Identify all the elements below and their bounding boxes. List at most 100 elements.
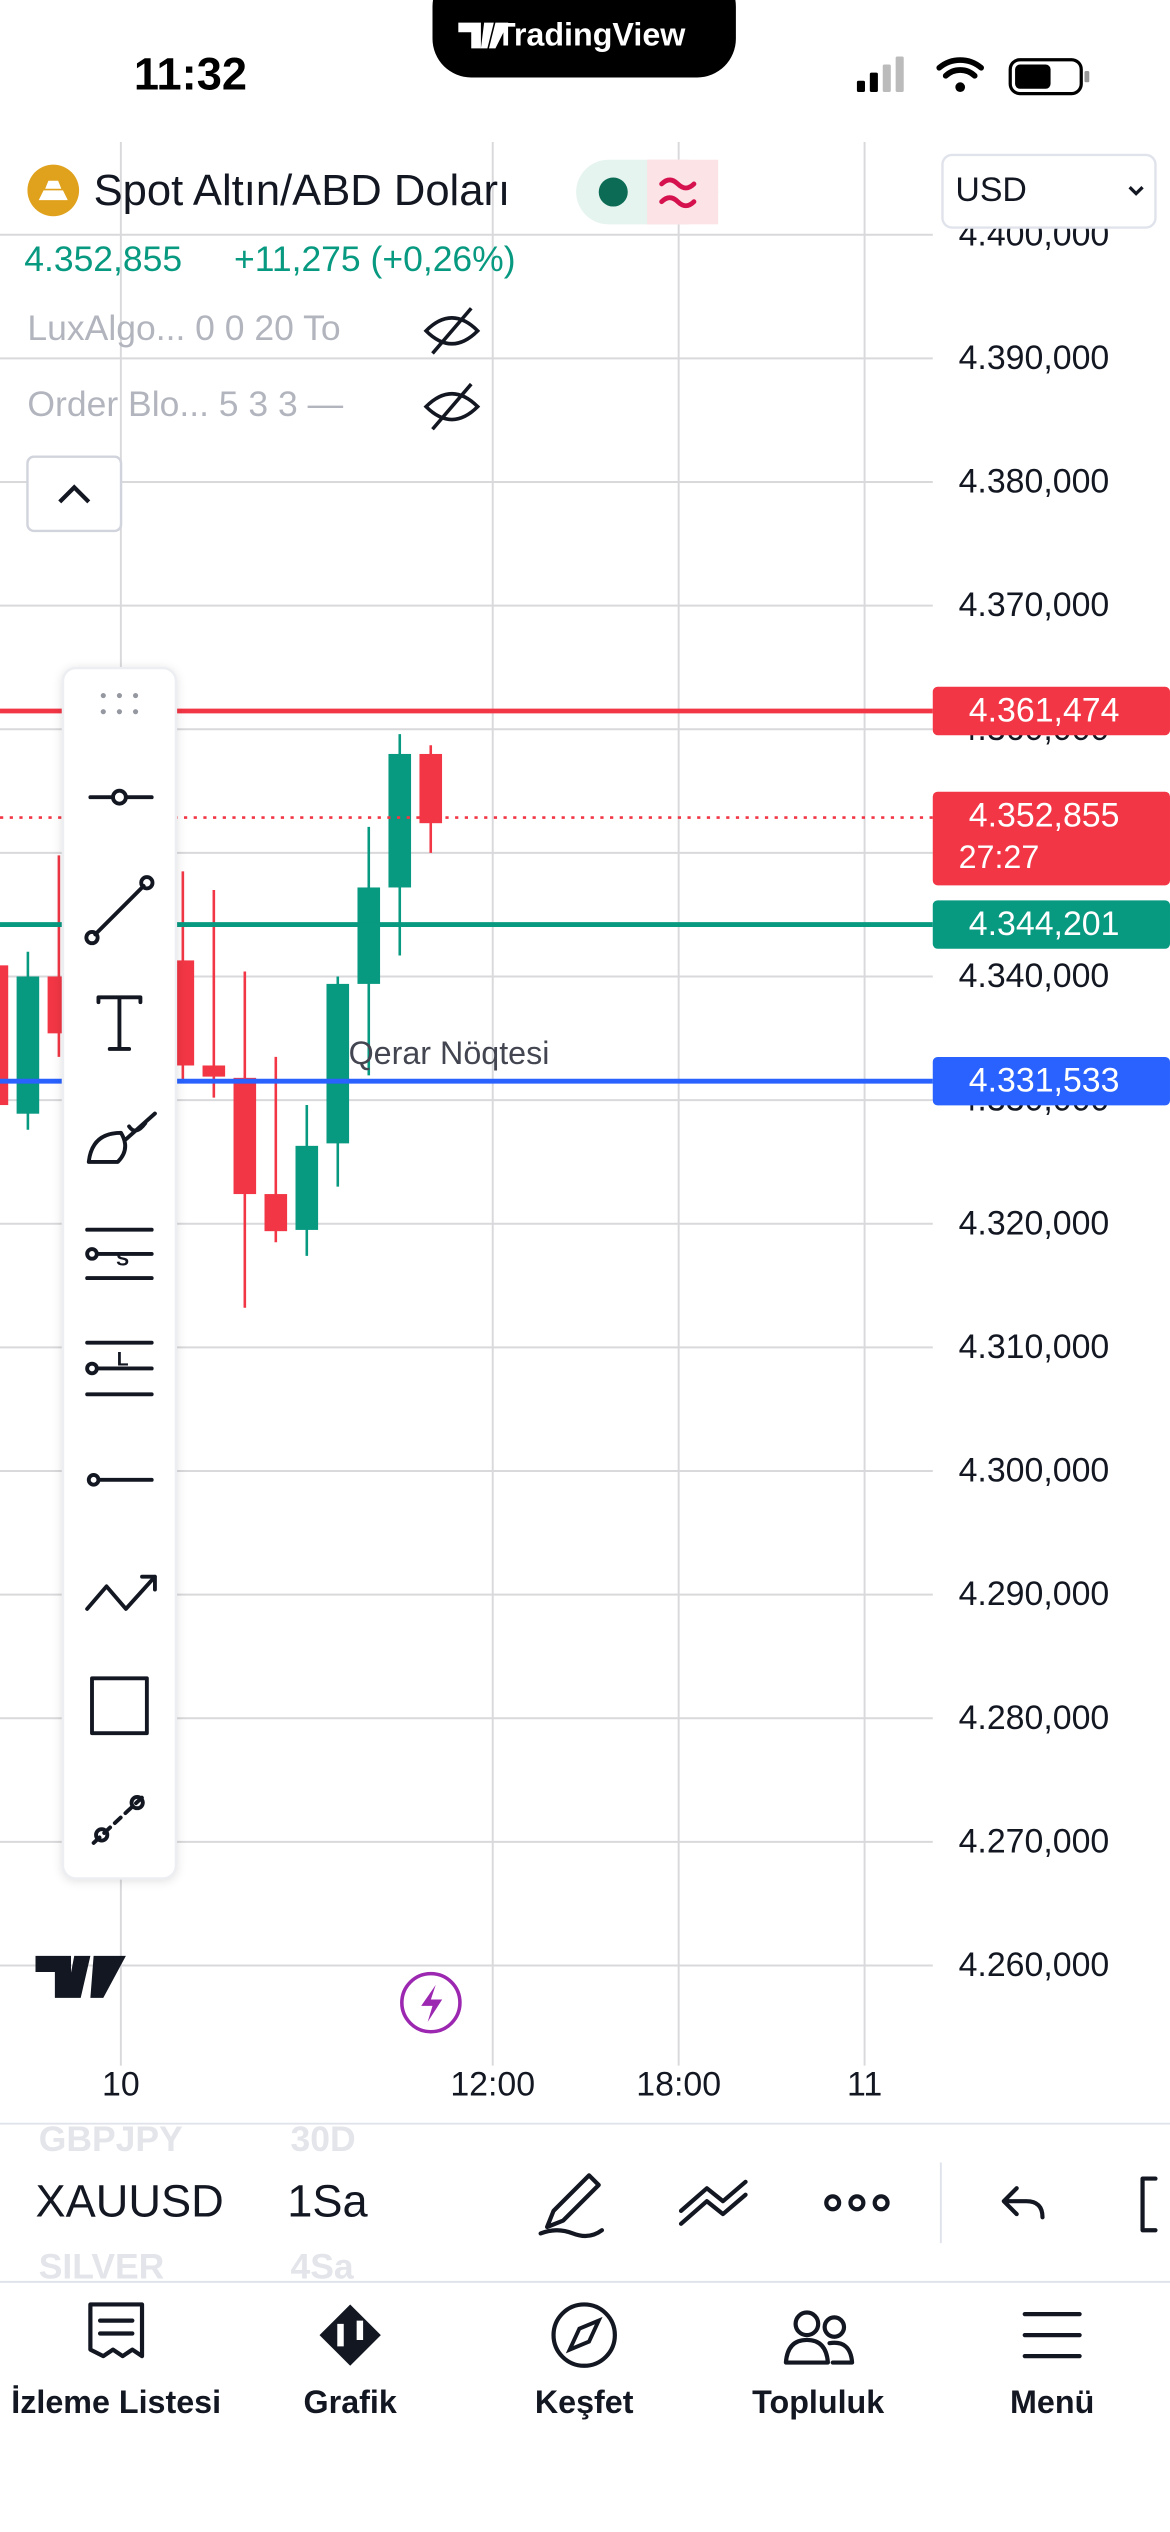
price-tag-label: 4.344,201	[969, 905, 1120, 943]
menu-icon[interactable]	[1022, 2312, 1082, 2359]
indicator-label[interactable]: LuxAlgo... 0 0 20 To	[27, 308, 340, 348]
interval-option[interactable]: 30D	[290, 2119, 355, 2159]
community-icon[interactable]	[783, 2337, 855, 2365]
more-button[interactable]	[872, 2194, 890, 2212]
island-text: TradingView	[496, 17, 686, 53]
horizontal-ray-tool[interactable]	[86, 1473, 101, 1487]
draw-button[interactable]	[538, 2173, 605, 2239]
symbol-icon	[38, 180, 68, 201]
indicator-label[interactable]: Order Blo... 5 3 3 —	[27, 384, 343, 424]
candle-body	[295, 1145, 319, 1230]
dot	[116, 709, 123, 715]
more-button[interactable]	[848, 2194, 866, 2212]
drag-handle[interactable]	[100, 692, 139, 715]
price-tag-label: 4.352,855	[969, 797, 1120, 835]
cursor-tool[interactable]	[111, 788, 128, 806]
hidden-eye-icon[interactable]	[423, 382, 481, 431]
trend-line-tool[interactable]	[84, 930, 100, 946]
currency-select[interactable]	[941, 153, 1157, 229]
short-position-tool[interactable]	[85, 1247, 99, 1261]
text-tool[interactable]	[96, 995, 143, 1051]
currency-label[interactable]: USD	[955, 171, 1027, 209]
undo-button[interactable]	[1001, 2186, 1045, 2220]
rectangle-tool[interactable]	[90, 1676, 149, 1736]
explore-icon	[565, 2316, 603, 2354]
candle-body	[326, 983, 350, 1144]
battery-cap	[1084, 71, 1090, 83]
dot	[100, 692, 106, 699]
indicators-button[interactable]	[678, 2179, 748, 2226]
candle-body	[419, 753, 443, 824]
measure-tool[interactable]	[94, 1827, 110, 1843]
y-tick-label: 4.380,000	[959, 463, 1110, 501]
y-tick-label: 4.320,000	[959, 1204, 1110, 1242]
y-tick-label: 4.260,000	[959, 1946, 1110, 1984]
pattern-tool[interactable]	[85, 1574, 157, 1611]
measure-tool[interactable]	[91, 1792, 148, 1845]
more-button[interactable]	[824, 2194, 842, 2212]
y-tick-label: 4.300,000	[959, 1452, 1110, 1490]
price-tag	[932, 900, 1170, 949]
symbol-option[interactable]: GBPJPY	[39, 2119, 183, 2159]
current-symbol[interactable]: XAUUSD	[36, 2175, 224, 2226]
x-tick-label: 10	[102, 2066, 140, 2104]
y-tick-label: 4.270,000	[959, 1822, 1110, 1860]
long-position-tool[interactable]	[85, 1361, 99, 1376]
dot	[132, 692, 139, 699]
tab-label[interactable]: Keşfet	[535, 2384, 634, 2420]
tab-label[interactable]: Topluluk	[752, 2384, 884, 2420]
watchlist-icon[interactable]	[88, 2302, 145, 2359]
chart[interactable]: 10 12:00 18:00 11 4.260,000 4.270,000 4.280,00…	[0, 142, 1170, 2104]
dot	[132, 709, 139, 715]
hidden-eye-icon[interactable]	[423, 307, 481, 355]
y-tick-label: 4.280,000	[959, 1699, 1110, 1737]
candle-body	[16, 976, 40, 1114]
candle-body	[171, 960, 195, 1066]
chevron-up	[58, 484, 91, 504]
signal-bar	[856, 80, 865, 92]
measure-tool[interactable]	[129, 1794, 145, 1811]
short-position-tool[interactable]	[85, 1227, 154, 1281]
short-position-label[interactable]: S	[116, 1248, 129, 1270]
hidden-eye-icon[interactable]	[423, 307, 481, 355]
price-change: +11,275 (+0,26%)	[234, 239, 516, 279]
symbol-name[interactable]: Spot Altın/ABD Doları	[94, 167, 510, 215]
island-logo	[458, 22, 509, 49]
tab-label[interactable]: Menü	[1010, 2384, 1094, 2420]
battery	[1008, 58, 1083, 96]
dot	[116, 692, 123, 699]
interval-option[interactable]: 4Sa	[290, 2246, 353, 2286]
community-icon[interactable]	[793, 2310, 821, 2338]
long-position-tool[interactable]	[85, 1340, 154, 1397]
y-tick-label: 4.310,000	[959, 1328, 1110, 1366]
wifi-icon	[936, 57, 985, 79]
dot	[100, 709, 106, 715]
price-tag	[932, 791, 1170, 886]
current-interval[interactable]: 1Sa	[287, 2175, 368, 2226]
price-tag	[932, 1056, 1170, 1106]
candle-body	[388, 753, 412, 888]
x-tick-label: 12:00	[450, 2066, 535, 2104]
explore-icon[interactable]	[551, 2302, 617, 2368]
fullscreen-button[interactable]	[1140, 2176, 1158, 2233]
community-icon[interactable]	[822, 2315, 847, 2339]
tradingview-logo[interactable]	[35, 1955, 126, 1998]
dropdown-arrow	[1128, 186, 1144, 196]
market-open-dot	[598, 177, 628, 207]
drawing-toolbar	[61, 666, 178, 1880]
long-position-label[interactable]: L	[117, 1349, 129, 1371]
brush-tool[interactable]	[86, 1111, 157, 1164]
candle-body	[202, 1065, 226, 1077]
symbol-option[interactable]: SILVER	[39, 2246, 165, 2286]
collapse-button[interactable]	[26, 455, 123, 533]
tab-label[interactable]: İzleme Listesi	[11, 2384, 221, 2420]
trend-line-tool[interactable]	[93, 884, 146, 937]
candle-body	[357, 887, 381, 984]
x-tick-label: 11	[847, 2066, 882, 2104]
trend-line-tool[interactable]	[139, 875, 155, 891]
tab-label[interactable]: Grafik	[304, 2384, 397, 2420]
price-tag	[932, 686, 1170, 736]
